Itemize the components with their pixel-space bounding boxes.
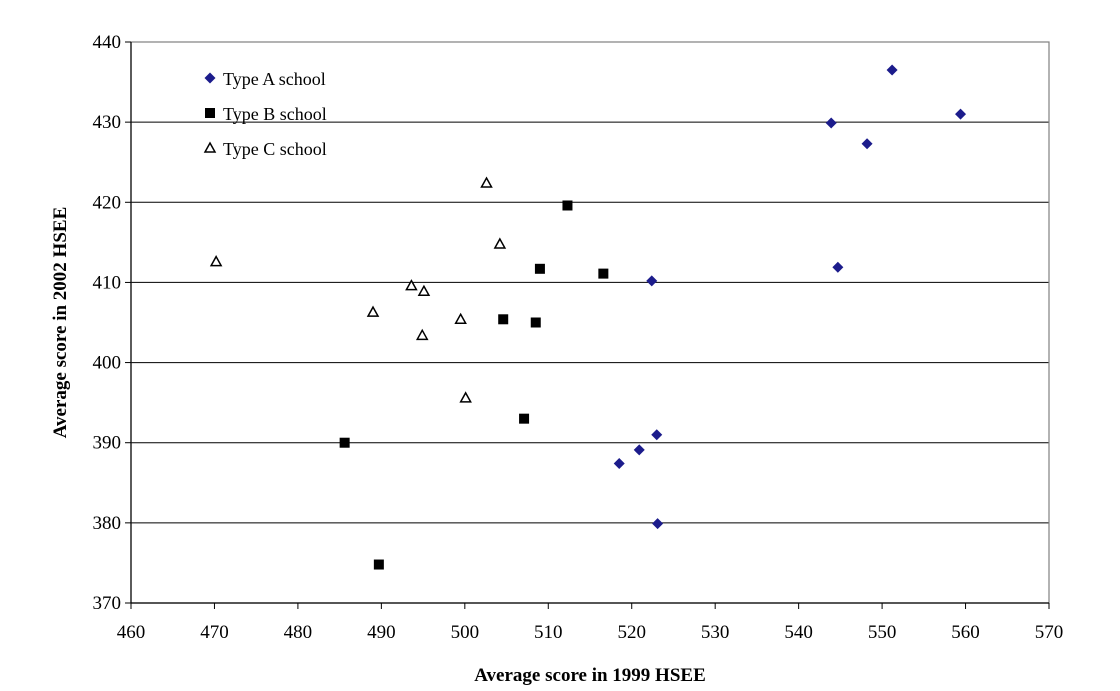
x-tick-label: 490 [367, 622, 396, 643]
type-c-school-point [417, 284, 431, 296]
type-b-school-point [373, 559, 384, 570]
type-a-school-point [633, 444, 645, 456]
x-tick-label: 480 [284, 622, 313, 643]
type-a-school-point [861, 138, 873, 150]
type-a-school-point [825, 117, 837, 129]
y-tick-label: 390 [93, 433, 122, 454]
x-tick-label: 500 [451, 622, 480, 643]
legend-marker-type-a-school [204, 72, 216, 84]
x-tick-label: 560 [951, 622, 980, 643]
y-axis-title: Average score in 2002 HSEE [50, 207, 71, 439]
type-a-school-point [651, 429, 663, 441]
type-a-school-point [652, 518, 664, 530]
y-tick-label: 380 [93, 513, 122, 534]
axes: 370 380 390 400 410 420 430 440 460 470 480 490 500 5… [93, 32, 1064, 643]
y-tick-label: 370 [93, 593, 122, 614]
x-tick-label: 460 [117, 622, 146, 643]
y-tick-label: 430 [93, 112, 122, 133]
x-axis-title: Average score in 1999 HSEE [474, 665, 706, 686]
type-b-school-point [598, 268, 609, 279]
type-b-school-point [562, 200, 573, 211]
type-c-school-point [493, 237, 507, 249]
y-tick-label: 410 [93, 272, 122, 293]
x-tick-label: 510 [534, 622, 563, 643]
type-c-school-point [459, 391, 472, 403]
gridlines [131, 121, 1049, 524]
y-tick-label: 400 [93, 353, 122, 374]
type-c-school-point [454, 312, 467, 325]
type-b-school-point [530, 317, 541, 328]
legend-label-type-a-school: Type A school [223, 69, 326, 89]
legend-label-type-c-school: Type C school [223, 139, 327, 159]
data-points [209, 64, 967, 570]
type-c-school-point [209, 255, 223, 267]
legend-label-type-b-school: Type B school [223, 104, 327, 124]
type-a-school-point [613, 458, 625, 470]
type-b-school-point [498, 314, 509, 325]
type-c-school-point [415, 328, 429, 341]
type-c-school-point [480, 176, 493, 188]
x-tick-label: 530 [701, 622, 730, 643]
type-b-school-point [519, 413, 530, 424]
type-a-school-point [955, 108, 967, 120]
x-tick-label: 570 [1035, 622, 1064, 643]
type-b-school-point [534, 263, 545, 274]
x-tick-label: 470 [200, 622, 229, 643]
type-a-school-point [886, 64, 898, 76]
x-tick-label: 550 [868, 622, 897, 643]
type-a-school-point [646, 275, 658, 287]
y-tick-label: 440 [93, 32, 122, 53]
type-b-school-point [339, 437, 350, 448]
x-tick-label: 540 [784, 622, 813, 643]
legend-marker-type-c-school [203, 141, 217, 153]
type-c-school-point [405, 279, 418, 291]
type-a-school-point [832, 261, 844, 273]
type-c-school-point [366, 305, 380, 317]
y-tick-label: 420 [93, 192, 122, 213]
legend-marker-type-b-school [205, 108, 215, 118]
legend: Type A school Type B school Type C school [203, 69, 327, 159]
x-tick-label: 520 [617, 622, 646, 643]
